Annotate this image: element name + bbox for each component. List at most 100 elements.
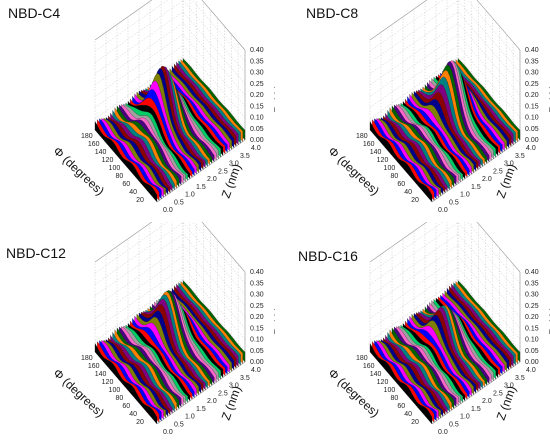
box-edge bbox=[94, 222, 246, 273]
z-tick-label: 2.0 bbox=[207, 398, 217, 405]
z-tick-label: 1.0 bbox=[185, 414, 195, 421]
z-tick-label: 3.5 bbox=[240, 375, 250, 382]
z-tick-label: 0.0 bbox=[163, 429, 173, 436]
p-tick-label: 0.30 bbox=[250, 292, 264, 299]
surface-ribbon bbox=[99, 118, 162, 200]
z-tick-label: 1.0 bbox=[460, 192, 470, 199]
surface-ribbon bbox=[97, 119, 160, 201]
z-tick-label: 1.5 bbox=[196, 406, 206, 413]
p-tick-label: 0.05 bbox=[250, 348, 264, 355]
surface-ribbon bbox=[94, 120, 158, 203]
ribbons bbox=[369, 280, 521, 425]
z-tick-label: 1.5 bbox=[196, 184, 206, 191]
ribbons bbox=[369, 58, 521, 203]
grid-line bbox=[369, 222, 521, 273]
z-tick-label: 3.5 bbox=[515, 153, 525, 160]
phi-tick-label: 180 bbox=[81, 133, 93, 140]
ribbons bbox=[94, 280, 246, 425]
surface-plot: 0.00 0.05 0.10 0.15 0.20 0.25 0.30 0.35 0.40 0.00… bbox=[326, 222, 550, 436]
phi-tick-label: 160 bbox=[363, 141, 375, 148]
z-tick-label: 1.0 bbox=[460, 414, 470, 421]
z-tick-label: 1.0 bbox=[185, 192, 195, 199]
z-tick-label: 2.5 bbox=[218, 390, 228, 397]
phi-tick-label: 160 bbox=[88, 141, 100, 148]
p-tick-label: 0.40 bbox=[525, 269, 539, 276]
phi-tick-label: 80 bbox=[115, 173, 123, 180]
z-tick-label: 2.0 bbox=[482, 398, 492, 405]
chart-panel: 0.00 0.05 0.10 0.15 0.20 0.25 0.30 0.35 0.40 0.0 0… bbox=[0, 0, 275, 222]
p-tick-label: 0.25 bbox=[525, 303, 539, 310]
p-tick-label: 0.05 bbox=[525, 126, 539, 133]
box-edge bbox=[369, 0, 521, 51]
z-tick-label: 4.0 bbox=[526, 367, 536, 374]
surface-ribbon bbox=[372, 341, 435, 423]
phi-tick-label: 120 bbox=[377, 157, 389, 164]
phi-tick-label: 180 bbox=[81, 355, 93, 362]
p-tick-label: 0.10 bbox=[525, 115, 539, 122]
phi-tick-label: 20 bbox=[411, 419, 419, 426]
phi-tick-label: 20 bbox=[136, 419, 144, 426]
tick-labels: 0.00 0.05 0.10 0.15 0.20 0.25 0.30 0.35 0.40 0.00… bbox=[81, 269, 264, 436]
surface-ribbon bbox=[374, 340, 437, 422]
z-tick-label: 0.5 bbox=[449, 421, 459, 428]
panel-title: NBD-C4 bbox=[8, 5, 61, 21]
p-tick-label: 0.20 bbox=[525, 314, 539, 321]
surface-ribbon bbox=[369, 120, 433, 203]
p-tick-label: 0.40 bbox=[525, 47, 539, 54]
phi-tick-label: 40 bbox=[404, 189, 412, 196]
p-tick-label: 0.30 bbox=[250, 70, 264, 77]
surface-ribbon bbox=[94, 342, 158, 425]
z-tick-label: 2.0 bbox=[482, 176, 492, 183]
phi-tick-label: 140 bbox=[95, 149, 107, 156]
p-tick-label: 0.10 bbox=[250, 337, 264, 344]
z-tick-label: 1.5 bbox=[471, 184, 481, 191]
p-tick-label: 0.10 bbox=[250, 115, 264, 122]
p-tick-label: 0.00 bbox=[525, 137, 539, 144]
phi-tick-label: 100 bbox=[384, 165, 396, 172]
grid-line bbox=[94, 222, 246, 284]
z-axis-title: P (Φ) bbox=[547, 84, 550, 113]
box-edge bbox=[94, 0, 246, 51]
z-tick-label: 4.0 bbox=[251, 145, 261, 152]
p-tick-label: 0.40 bbox=[250, 269, 264, 276]
p-tick-label: 0.20 bbox=[525, 92, 539, 99]
z-tick-label: 4.0 bbox=[251, 367, 261, 374]
phi-tick-label: 60 bbox=[397, 181, 405, 188]
p-tick-label: 0.20 bbox=[250, 92, 264, 99]
z-tick-label: 3.0 bbox=[504, 383, 514, 390]
phi-tick-label: 20 bbox=[411, 197, 419, 204]
p-tick-label: 0.40 bbox=[250, 47, 264, 54]
z-axis-title: P (Φ) bbox=[547, 306, 550, 335]
phi-tick-label: 100 bbox=[384, 387, 396, 394]
grid-line bbox=[369, 0, 521, 73]
phi-tick-label: 80 bbox=[390, 395, 398, 402]
chart-panel: 0.00 0.05 0.10 0.15 0.20 0.25 0.30 0.35 0.40 0.0 0… bbox=[275, 222, 550, 444]
surface-plot: 0.00 0.05 0.10 0.15 0.20 0.25 0.30 0.35 0.40 0.00… bbox=[51, 222, 275, 436]
grid-line bbox=[94, 222, 246, 273]
phi-tick-label: 100 bbox=[109, 387, 121, 394]
z-tick-label: 2.0 bbox=[207, 176, 217, 183]
p-tick-label: 0.10 bbox=[525, 337, 539, 344]
phi-tick-label: 180 bbox=[356, 355, 368, 362]
phi-tick-label: 40 bbox=[129, 411, 137, 418]
phi-tick-label: 80 bbox=[390, 173, 398, 180]
phi-tick-label: 120 bbox=[102, 379, 114, 386]
tick-labels: 0.00 0.05 0.10 0.15 0.20 0.25 0.30 0.35 0.40 0.00… bbox=[356, 47, 539, 214]
p-tick-label: 0.05 bbox=[250, 126, 264, 133]
p-tick-label: 0.30 bbox=[525, 70, 539, 77]
panel-title: NBD-C16 bbox=[298, 248, 358, 264]
z-tick-label: 0.0 bbox=[438, 429, 448, 436]
p-tick-label: 0.15 bbox=[250, 103, 264, 110]
p-tick-label: 0.30 bbox=[525, 292, 539, 299]
p-tick-label: 0.35 bbox=[250, 280, 264, 287]
phi-tick-label: 60 bbox=[122, 181, 130, 188]
grid-line bbox=[369, 222, 521, 284]
p-tick-label: 0.15 bbox=[250, 325, 264, 332]
z-tick-label: 0.0 bbox=[163, 207, 173, 214]
phi-tick-label: 80 bbox=[115, 395, 123, 402]
p-tick-label: 0.25 bbox=[250, 303, 264, 310]
z-tick-label: 3.0 bbox=[229, 383, 239, 390]
p-tick-label: 0.00 bbox=[250, 359, 264, 366]
phi-tick-label: 40 bbox=[404, 411, 412, 418]
